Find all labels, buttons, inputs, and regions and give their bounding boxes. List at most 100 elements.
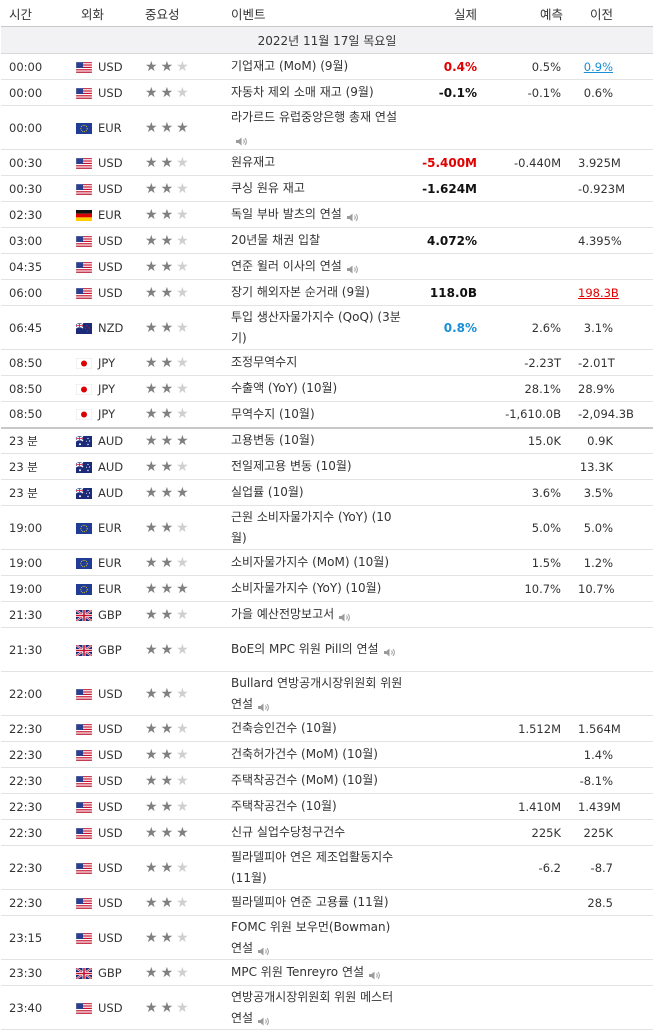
event-name-cell[interactable]: 라가르드 유럽중앙은행 총재 연설: [229, 105, 407, 150]
event-name-link[interactable]: 라가르드 유럽중앙은행 총재 연설: [231, 109, 398, 124]
event-name-cell[interactable]: 건축허가건수 (MoM) (10월): [229, 741, 407, 768]
event-name-cell[interactable]: 기업재고 (MoM) (9월): [229, 53, 407, 80]
event-name-link[interactable]: 장기 해외자본 순거래 (9월): [231, 285, 370, 299]
event-name-cell[interactable]: 수출액 (YoY) (10월): [229, 375, 407, 402]
event-name-link[interactable]: FOMC 위원 보우먼(Bowman) 연설: [231, 919, 391, 955]
event-name-cell[interactable]: 쿠싱 원유 재고: [229, 175, 407, 202]
event-name-link[interactable]: 실업률 (10월): [231, 485, 304, 499]
event-name-link[interactable]: 신규 실업수당청구건수: [231, 825, 346, 839]
header-previous[interactable]: 이전: [577, 0, 653, 27]
event-name-cell[interactable]: 투입 생산자물가지수 (QoQ) (3분기): [229, 305, 407, 350]
event-name-link[interactable]: BoE의 MPC 위원 Pill의 연설: [231, 642, 379, 656]
table-row[interactable]: 22:30 USD ★★★ 건축승인건수 (10월) 1.512M 1.564M: [1, 715, 653, 742]
header-event[interactable]: 이벤트: [229, 0, 407, 27]
event-name-link[interactable]: 수출액 (YoY) (10월): [231, 381, 338, 395]
event-name-link[interactable]: 건축승인건수 (10월): [231, 721, 337, 735]
event-name-cell[interactable]: 조정무역수지: [229, 349, 407, 376]
event-name-cell[interactable]: FOMC 위원 보우먼(Bowman) 연설: [229, 915, 407, 960]
table-row[interactable]: 19:00 EUR ★★★ 근원 소비자물가지수 (YoY) (10월) 5.0% 5.0…: [1, 505, 653, 550]
header-forecast[interactable]: 예측: [493, 0, 577, 27]
table-row[interactable]: 08:50 JPY ★★★ 무역수지 (10월) -1,610.0B -2,094.3B: [1, 401, 653, 428]
event-name-cell[interactable]: 필라델피아 연은 제조업활동지수 (11월): [229, 845, 407, 890]
table-row[interactable]: 06:00 USD ★★★ 장기 해외자본 순거래 (9월) 118.0B 198.3B: [1, 279, 653, 306]
event-name-link[interactable]: 전일제고용 변동 (10월): [231, 459, 352, 473]
table-row[interactable]: 00:30 USD ★★★ 쿠싱 원유 재고 -1.624M -0.923M: [1, 175, 653, 202]
table-row[interactable]: 08:50 JPY ★★★ 수출액 (YoY) (10월) 28.1% 28.9%: [1, 375, 653, 402]
event-name-cell[interactable]: 신규 실업수당청구건수: [229, 819, 407, 846]
table-row[interactable]: 23:15 USD ★★★ FOMC 위원 보우먼(Bowman) 연설: [1, 915, 653, 960]
table-row[interactable]: 08:50 JPY ★★★ 조정무역수지 -2.23T -2.01T: [1, 349, 653, 376]
header-currency[interactable]: 외화: [71, 0, 137, 27]
table-row[interactable]: 04:35 USD ★★★ 연준 윌러 이사의 연설: [1, 253, 653, 280]
table-row[interactable]: 22:30 USD ★★★ 신규 실업수당청구건수 225K 225K: [1, 819, 653, 846]
table-row[interactable]: 23 분 AUD ★★★ 고용변동 (10월) 15.0K 0.9K: [1, 426, 653, 454]
previous-value-text[interactable]: 0.9%: [583, 59, 613, 74]
event-name-link[interactable]: 필라델피아 연준 고용률 (11월): [231, 895, 389, 909]
event-name-link[interactable]: 소비자물가지수 (YoY) (10월): [231, 581, 382, 595]
event-name-link[interactable]: 건축허가건수 (MoM) (10월): [231, 747, 378, 761]
table-row[interactable]: 23:30 GBP ★★★ MPC 위원 Tenreyro 연설: [1, 959, 653, 986]
event-name-cell[interactable]: BoE의 MPC 위원 Pill의 연설: [229, 627, 407, 672]
event-name-cell[interactable]: 근원 소비자물가지수 (YoY) (10월): [229, 505, 407, 550]
event-name-cell[interactable]: 20년물 채권 입찰: [229, 227, 407, 254]
event-name-cell[interactable]: 소비자물가지수 (YoY) (10월): [229, 575, 407, 602]
table-row[interactable]: 21:30 GBP ★★★ 가을 예산전망보고서: [1, 601, 653, 628]
event-name-link[interactable]: 근원 소비자물가지수 (YoY) (10월): [231, 509, 392, 545]
header-importance[interactable]: 중요성: [137, 0, 229, 27]
event-name-link[interactable]: 투입 생산자물가지수 (QoQ) (3분기): [231, 309, 401, 345]
table-row[interactable]: 00:00 EUR ★★★ 라가르드 유럽중앙은행 총재 연설: [1, 105, 653, 150]
previous-value[interactable]: 0.9%: [577, 53, 653, 80]
table-row[interactable]: 22:30 USD ★★★ 필라델피아 연은 제조업활동지수 (11월) -6.2 -8.…: [1, 845, 653, 890]
event-name-cell[interactable]: 필라델피아 연준 고용률 (11월): [229, 889, 407, 916]
event-name-link[interactable]: 쿠싱 원유 재고: [231, 181, 305, 195]
event-name-link[interactable]: 필라델피아 연은 제조업활동지수 (11월): [231, 849, 394, 885]
event-name-cell[interactable]: Bullard 연방공개시장위원회 위원 연설: [229, 671, 407, 716]
table-row[interactable]: 22:30 USD ★★★ 주택착공건수 (10월) 1.410M 1.439M: [1, 793, 653, 820]
event-name-link[interactable]: Bullard 연방공개시장위원회 위원 연설: [231, 675, 403, 711]
table-row[interactable]: 21:30 GBP ★★★ BoE의 MPC 위원 Pill의 연설: [1, 627, 653, 672]
event-name-link[interactable]: 원유재고: [231, 155, 276, 169]
event-name-cell[interactable]: 연준 윌러 이사의 연설: [229, 253, 407, 280]
event-name-link[interactable]: 주택착공건수 (MoM) (10월): [231, 773, 378, 787]
event-name-cell[interactable]: 가을 예산전망보고서: [229, 601, 407, 628]
event-name-cell[interactable]: 자동차 제외 소매 재고 (9월): [229, 79, 407, 106]
event-name-cell[interactable]: 무역수지 (10월): [229, 401, 407, 428]
event-name-cell[interactable]: MPC 위원 Tenreyro 연설: [229, 959, 407, 986]
event-name-link[interactable]: 조정무역수지: [231, 355, 298, 369]
event-name-link[interactable]: 자동차 제외 소매 재고 (9월): [231, 85, 374, 99]
event-name-link[interactable]: 가을 예산전망보고서: [231, 607, 335, 621]
event-name-cell[interactable]: 연방공개시장위원회 위원 메스터 연설: [229, 985, 407, 1030]
event-name-cell[interactable]: 소비자물가지수 (MoM) (10월): [229, 549, 407, 576]
event-name-link[interactable]: 무역수지 (10월): [231, 406, 315, 421]
table-row[interactable]: 00:00 USD ★★★ 자동차 제외 소매 재고 (9월) -0.1% -0.1% 0.…: [1, 79, 653, 106]
table-row[interactable]: 06:45 NZD ★★★ 투입 생산자물가지수 (QoQ) (3분기) 0.8% 2.6…: [1, 305, 653, 350]
table-row[interactable]: 22:30 USD ★★★ 건축허가건수 (MoM) (10월) 1.4%: [1, 741, 653, 768]
previous-value[interactable]: 198.3B: [577, 279, 653, 306]
table-row[interactable]: 22:30 USD ★★★ 주택착공건수 (MoM) (10월) -8.1%: [1, 767, 653, 794]
table-row[interactable]: 19:00 EUR ★★★ 소비자물가지수 (MoM) (10월) 1.5% 1.2%: [1, 549, 653, 576]
event-name-cell[interactable]: 주택착공건수 (MoM) (10월): [229, 767, 407, 794]
event-name-cell[interactable]: 주택착공건수 (10월): [229, 793, 407, 820]
event-name-cell[interactable]: 원유재고: [229, 149, 407, 176]
table-row[interactable]: 23 분 AUD ★★★ 전일제고용 변동 (10월) 13.3K: [1, 453, 653, 480]
header-time[interactable]: 시간: [1, 0, 71, 27]
event-name-cell[interactable]: 독일 부바 발츠의 연설: [229, 201, 407, 228]
event-name-link[interactable]: 연준 윌러 이사의 연설: [231, 259, 342, 273]
event-name-link[interactable]: 연방공개시장위원회 위원 메스터 연설: [231, 989, 394, 1025]
table-row[interactable]: 19:00 EUR ★★★ 소비자물가지수 (YoY) (10월) 10.7% 10.7%: [1, 575, 653, 602]
table-row[interactable]: 22:00 USD ★★★ Bullard 연방공개시장위원회 위원 연설: [1, 671, 653, 716]
event-name-cell[interactable]: 장기 해외자본 순거래 (9월): [229, 279, 407, 306]
event-name-link[interactable]: 독일 부바 발츠의 연설: [231, 207, 342, 221]
table-row[interactable]: 00:00 USD ★★★ 기업재고 (MoM) (9월) 0.4% 0.5% 0.9%: [1, 53, 653, 80]
event-name-cell[interactable]: 실업률 (10월): [229, 479, 407, 506]
previous-value-text[interactable]: 198.3B: [578, 285, 619, 300]
header-actual[interactable]: 실제: [407, 0, 493, 27]
event-name-cell[interactable]: 건축승인건수 (10월): [229, 715, 407, 742]
event-name-link[interactable]: 고용변동 (10월): [231, 433, 315, 448]
event-name-link[interactable]: MPC 위원 Tenreyro 연설: [231, 965, 365, 979]
event-name-link[interactable]: 주택착공건수 (10월): [231, 799, 337, 813]
table-row[interactable]: 22:30 USD ★★★ 필라델피아 연준 고용률 (11월) 28.5: [1, 889, 653, 916]
event-name-link[interactable]: 소비자물가지수 (MoM) (10월): [231, 555, 389, 569]
event-name-cell[interactable]: 전일제고용 변동 (10월): [229, 453, 407, 480]
event-name-link[interactable]: 20년물 채권 입찰: [231, 233, 321, 247]
